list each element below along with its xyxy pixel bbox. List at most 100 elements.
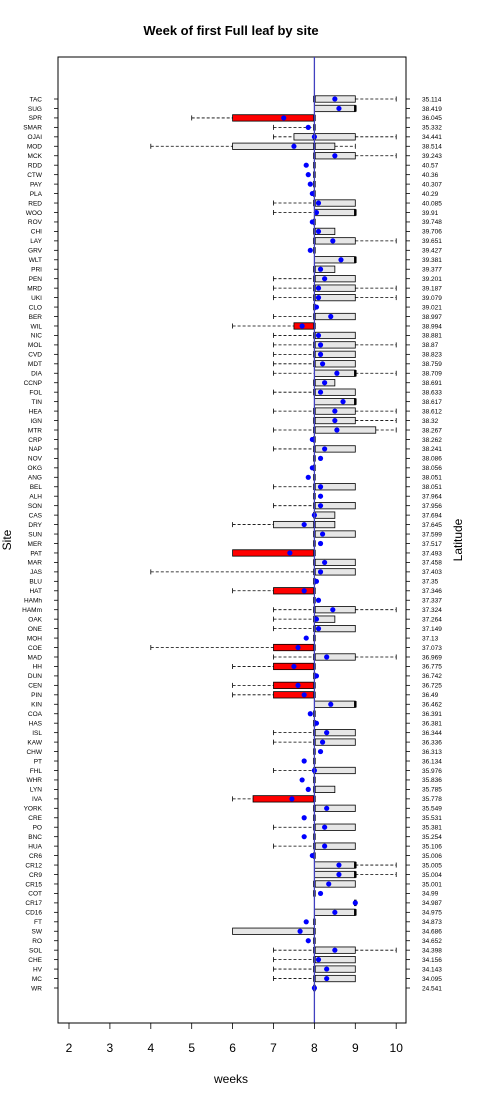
mean-point <box>317 503 324 509</box>
row-ctw: CTW 40.36 <box>27 171 439 179</box>
mean-point <box>328 313 334 320</box>
row-mdt: MDT 38.759 <box>28 360 442 368</box>
site-label: IGN <box>30 418 42 425</box>
site-label: SW <box>32 929 43 936</box>
row-coe: COE 37.073 <box>28 643 442 652</box>
site-label: KAW <box>27 739 42 746</box>
site-label: FT <box>34 919 42 926</box>
row-uki: UKI 39.079 <box>31 294 442 302</box>
mean-point <box>317 342 324 348</box>
mean-point <box>324 975 330 982</box>
row-cvd: CVD 38.823 <box>28 350 442 359</box>
site-label: GRV <box>28 248 43 255</box>
site-label: NAP <box>29 446 42 453</box>
site-label: KIN <box>31 702 42 709</box>
latitude-label: 35.778 <box>422 796 442 803</box>
site-label: DIA <box>31 371 43 378</box>
latitude-label: 34.398 <box>422 947 442 954</box>
site-label: CR17 <box>25 900 42 907</box>
site-label: SUN <box>28 531 42 538</box>
latitude-label: 40.085 <box>422 200 442 207</box>
site-label: CVD <box>28 352 42 359</box>
mean-point <box>299 777 305 783</box>
mean-point <box>340 399 346 405</box>
row-fhl: FHL 35.976 <box>30 766 442 775</box>
row-nic: NIC 38.881 <box>31 331 442 340</box>
site-label: ALH <box>29 494 42 501</box>
site-label: PAT <box>30 550 42 557</box>
site-label: ANG <box>28 475 42 482</box>
latitude-label: 39.243 <box>422 153 442 160</box>
mean-point <box>313 673 320 679</box>
x-tick-label: 10 <box>390 1041 404 1055</box>
latitude-label: 39.377 <box>422 267 442 274</box>
site-label: ONE <box>28 626 43 633</box>
site-label: FOL <box>29 389 42 396</box>
latitude-label: 37.403 <box>422 569 442 576</box>
row-ft: FT 34.873 <box>34 918 442 926</box>
site-label: WIL <box>30 323 42 330</box>
row-hv: HV 34.143 <box>33 965 442 973</box>
mean-point <box>315 228 322 235</box>
site-label: PAY <box>30 181 43 188</box>
site-label: CR15 <box>25 881 42 888</box>
latitude-label: 35.332 <box>422 125 442 132</box>
mean-point <box>287 550 293 556</box>
row-pri: PRI 39.377 <box>31 265 442 274</box>
site-label: HAT <box>29 588 42 595</box>
mean-point <box>281 115 287 121</box>
latitude-label: 39.201 <box>422 276 442 283</box>
row-mc: MC 34.095 <box>32 974 442 983</box>
box <box>313 445 356 453</box>
mean-point <box>301 588 307 594</box>
latitude-label: 38.691 <box>422 380 442 387</box>
site-label: MAR <box>28 560 43 567</box>
row-cre: CRE 35.531 <box>28 814 442 822</box>
mean-point <box>332 909 338 915</box>
site-label: CD16 <box>25 910 42 917</box>
row-chw: CHW 36.313 <box>26 748 442 756</box>
mean-point <box>317 748 324 755</box>
row-mod: MOD 38.514 <box>27 142 442 151</box>
site-label: RDD <box>28 163 42 170</box>
latitude-label: 38.051 <box>422 484 442 491</box>
site-label: SMAR <box>23 125 42 132</box>
row-iva: IVA 35.778 <box>32 795 442 803</box>
latitude-label: 38.759 <box>422 361 442 368</box>
mean-point <box>315 332 322 339</box>
mean-point <box>305 124 311 130</box>
mean-point <box>299 323 305 329</box>
mean-point <box>297 928 303 934</box>
mean-point <box>322 824 328 830</box>
site-label: CHW <box>26 749 42 756</box>
row-tac: TAC 35.114 <box>29 95 442 103</box>
row-ang: ANG 38.051 <box>28 474 442 482</box>
box <box>313 785 336 793</box>
box <box>313 842 356 850</box>
row-woo: WOO 39.91 <box>26 208 439 217</box>
site-label: UKI <box>31 295 42 302</box>
site-label: LAY <box>30 238 42 245</box>
site-label: CR9 <box>29 872 42 879</box>
site-label: WHR <box>26 777 42 784</box>
mean-point <box>317 493 324 499</box>
site-label: PT <box>34 758 42 765</box>
row-che: CHE 34.156 <box>28 956 442 964</box>
latitude-label: 36.49 <box>422 692 439 699</box>
row-york: YORK 35.549 <box>24 804 442 813</box>
mean-point <box>352 900 358 906</box>
mean-point <box>322 276 328 282</box>
mean-point <box>324 966 330 972</box>
latitude-label: 34.99 <box>422 891 439 898</box>
site-label: CHI <box>31 229 42 236</box>
row-mck: MCK 39.243 <box>28 152 442 160</box>
site-label: MC <box>32 976 42 983</box>
latitude-label: 39.651 <box>422 238 442 245</box>
row-cr17: CR17 34.987 <box>25 899 442 907</box>
site-label: LYN <box>30 787 42 794</box>
box <box>313 870 356 879</box>
box <box>313 104 356 113</box>
chart-title: Week of first Full leaf by site <box>143 23 318 38</box>
